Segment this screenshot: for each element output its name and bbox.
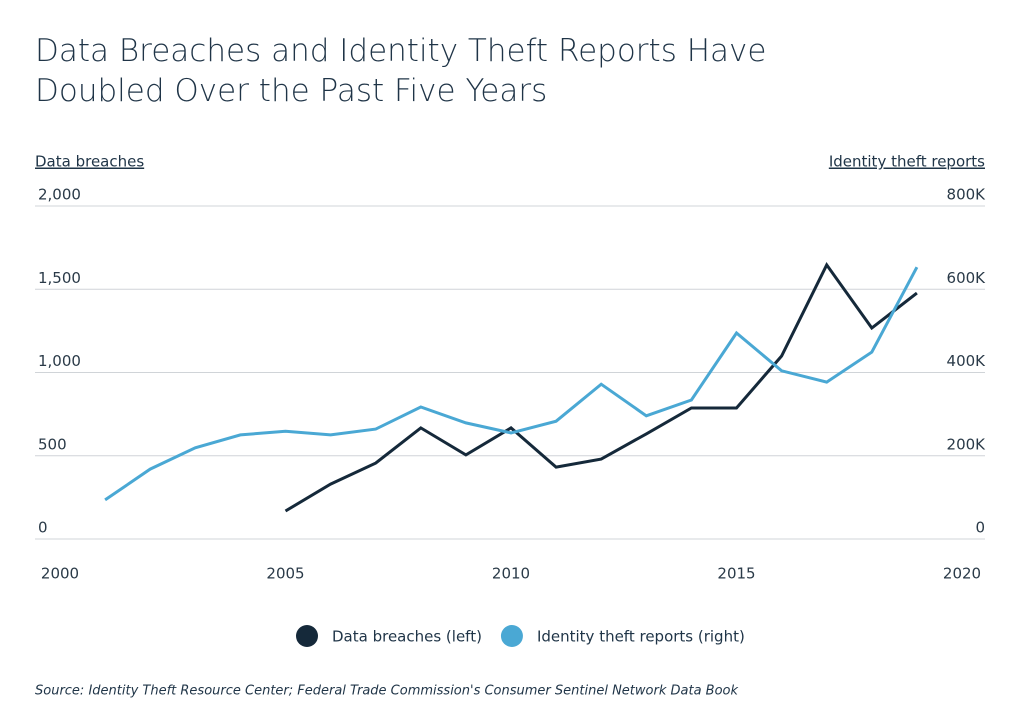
y-axis-label: Data breaches — [35, 153, 144, 171]
series-line — [104, 266, 919, 502]
y-tick-label: 500 — [38, 435, 67, 453]
y2-tick-label: 800K — [947, 186, 987, 204]
y-tick-label: 1,000 — [38, 352, 81, 370]
y2-axis-label: Identity theft reports — [829, 153, 985, 171]
y2-tick-label: 200K — [947, 435, 987, 453]
y-tick-label: 1,500 — [38, 269, 81, 287]
x-tick-label: 2015 — [717, 565, 755, 583]
y2-tick-label: 0 — [975, 519, 985, 537]
series-line — [284, 261, 918, 513]
legend-swatch — [500, 625, 523, 647]
y2-tick-label: 400K — [947, 352, 987, 370]
chart-title: Data Breaches and Identity Theft Reports… — [35, 33, 766, 109]
y-tick-label: 0 — [38, 519, 48, 537]
legend-label: Identity theft reports (right) — [537, 628, 745, 646]
source-note: Source: Identity Theft Resource Center; … — [35, 684, 738, 699]
legend-item: Data breaches (left) — [296, 625, 482, 647]
y-tick-label: 2,000 — [38, 186, 81, 204]
y2-tick-label: 600K — [947, 269, 987, 287]
legend-item: Identity theft reports (right) — [500, 625, 745, 647]
x-tick-label: 2005 — [266, 565, 304, 583]
legend-label: Data breaches (left) — [332, 628, 482, 646]
x-tick-label: 2000 — [41, 565, 79, 583]
x-tick-label: 2020 — [943, 565, 981, 583]
legend-swatch — [296, 625, 318, 647]
x-tick-label: 2010 — [492, 565, 530, 583]
